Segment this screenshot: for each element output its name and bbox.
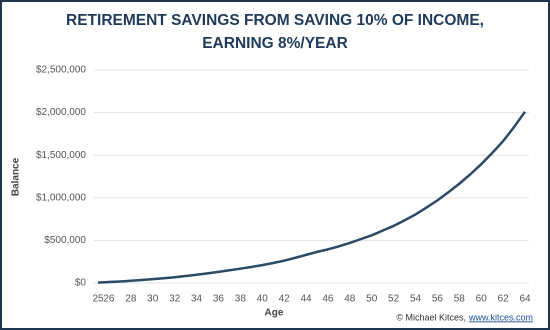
x-axis-title: Age [265, 308, 284, 319]
x-tick-label: 48 [344, 294, 356, 305]
x-tick-label: 56 [432, 294, 444, 305]
chart-title: RETIREMENT SAVINGS FROM SAVING 10% OF IN… [66, 12, 484, 29]
x-tick-label: 38 [235, 294, 247, 305]
x-tick-label: 36 [213, 294, 225, 305]
x-tick-label: 46 [322, 294, 334, 305]
chart-title: EARNING 8%/YEAR [202, 35, 348, 52]
x-tick-label: 42 [279, 294, 291, 305]
x-tick-label: 26 [103, 294, 115, 305]
credit: © Michael Kitces, [396, 312, 466, 322]
x-tick-label: 44 [300, 294, 312, 305]
line [97, 111, 527, 284]
credit-link[interactable]: www.kitces.com [468, 312, 533, 322]
y-tick-label: $1,500,000 [36, 150, 86, 161]
x-tick-label: 64 [519, 294, 531, 305]
y-tick-label: $500,000 [44, 235, 86, 246]
y-tick-label: $1,000,000 [36, 192, 86, 203]
x-tick-label: 30 [147, 294, 159, 305]
y-tick-label: $2,000,000 [36, 107, 86, 118]
x-tick-label: 58 [454, 294, 466, 305]
x-tick-label: 60 [476, 294, 488, 305]
x-tick-label: 52 [388, 294, 400, 305]
y-axis-title: Balance [11, 157, 22, 196]
x-tick-label: 25 [92, 294, 104, 305]
x-tick-label: 54 [410, 294, 422, 305]
x-tick-label: 34 [191, 294, 203, 305]
x-tick-label: 40 [257, 294, 269, 305]
x-tick-label: 50 [366, 294, 378, 305]
x-tick-label: 62 [498, 294, 510, 305]
x-tick-label: 32 [169, 294, 181, 305]
y-tick-label: $0 [75, 278, 87, 289]
x-tick-label: 28 [125, 294, 137, 305]
y-tick-label: $2,500,000 [36, 65, 86, 76]
